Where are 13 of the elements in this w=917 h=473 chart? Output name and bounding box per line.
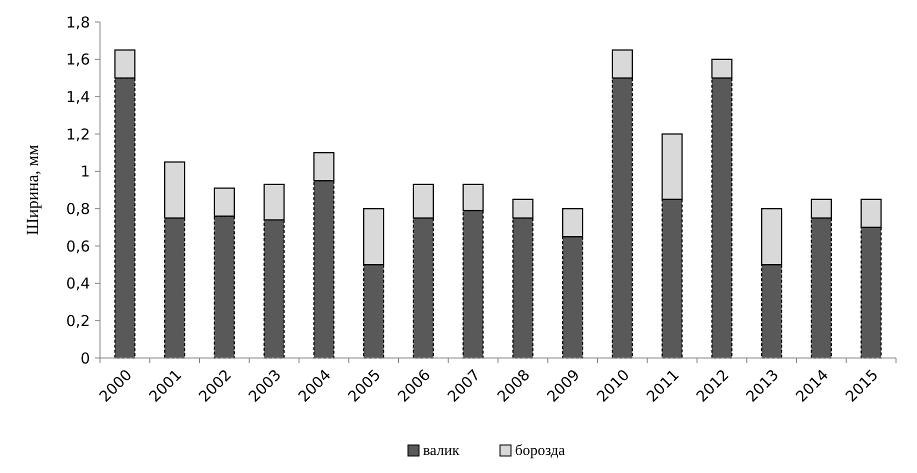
y-tick-label: 1,8 xyxy=(66,13,90,32)
y-tick-label: 1,6 xyxy=(66,50,90,69)
legend-label: борозда xyxy=(515,443,566,459)
y-tick-label: 1,2 xyxy=(66,125,90,144)
y-tick-label: 0,4 xyxy=(66,274,90,293)
y-tick-label: 0,2 xyxy=(66,312,90,330)
y-tick-label: 0,6 xyxy=(66,237,90,256)
y-tick-label: 1 xyxy=(80,162,90,181)
y-tick-label: 0,8 xyxy=(66,200,90,218)
legend-label: валик xyxy=(423,443,460,459)
y-axis-title: Ширина, мм xyxy=(23,144,42,236)
y-tick-label: 0 xyxy=(80,349,90,368)
y-tick-label: 1,4 xyxy=(66,88,90,106)
